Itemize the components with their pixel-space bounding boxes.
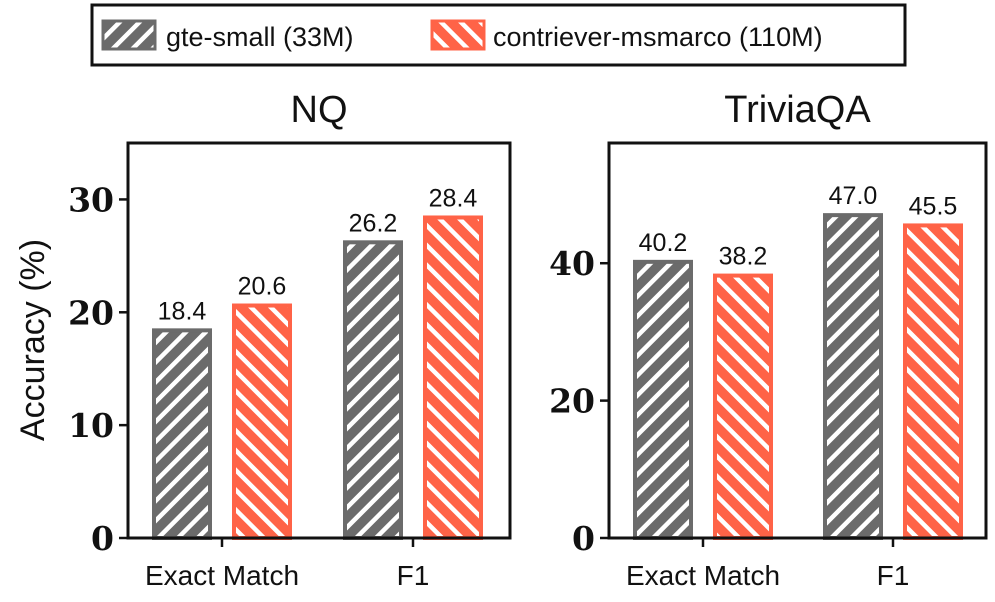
panel-title: TriviaQA <box>724 89 871 131</box>
bar-contriever <box>423 215 483 540</box>
y-axis-label: Accuracy (%) <box>14 239 52 441</box>
bar-value-label: 18.4 <box>158 297 207 325</box>
legend-frame <box>90 3 907 67</box>
panel-nq: NQ 18.4 26.2 20.6 28.4 0 10 20 30 Exact Match F1 <box>68 89 512 591</box>
bar-value-label: 28.4 <box>429 184 478 212</box>
y-tick-label: 10 <box>68 406 114 445</box>
bar-value-label: 20.6 <box>238 273 287 301</box>
panel-triviaqa: TriviaQA 40.2 47.0 38.2 45.5 0 20 40 Exact Match… <box>549 89 988 591</box>
bar-value-label: 38.2 <box>719 243 768 271</box>
x-tick-label: F1 <box>397 560 430 591</box>
bar-value-label: 45.5 <box>909 192 958 220</box>
y-tick-label: 40 <box>549 244 595 283</box>
legend-label-gte-small: gte-small (33M) <box>166 22 354 52</box>
y-tick-label: 0 <box>572 519 595 558</box>
y-tick-label: 20 <box>549 382 595 421</box>
legend: gte-small (33M) contriever-msmarco (110M… <box>90 3 907 67</box>
bar-value-label: 40.2 <box>639 229 688 257</box>
bar-gte-small <box>152 328 212 541</box>
y-tick-label: 20 <box>68 293 114 332</box>
bar-gte-small <box>823 213 883 540</box>
bar-contriever <box>232 303 292 540</box>
plot-frame <box>126 141 512 540</box>
panel-title: NQ <box>291 89 348 131</box>
bar-value-label: 47.0 <box>829 182 878 210</box>
bar-contriever <box>903 223 963 540</box>
x-tick-label: F1 <box>877 560 910 591</box>
y-tick-label: 30 <box>68 180 114 219</box>
legend-swatch-contriever <box>430 19 486 51</box>
bar-contriever <box>713 273 773 540</box>
x-tick-label: Exact Match <box>145 560 299 591</box>
y-tick-label: 0 <box>91 519 114 558</box>
bar-value-label: 26.2 <box>349 209 398 237</box>
legend-label-contriever: contriever-msmarco (110M) <box>493 22 823 52</box>
bar-gte-small <box>633 259 693 540</box>
plot-frame <box>607 141 988 540</box>
bar-gte-small <box>343 240 403 540</box>
legend-swatch-gte-small <box>101 19 157 51</box>
x-tick-label: Exact Match <box>626 560 780 591</box>
